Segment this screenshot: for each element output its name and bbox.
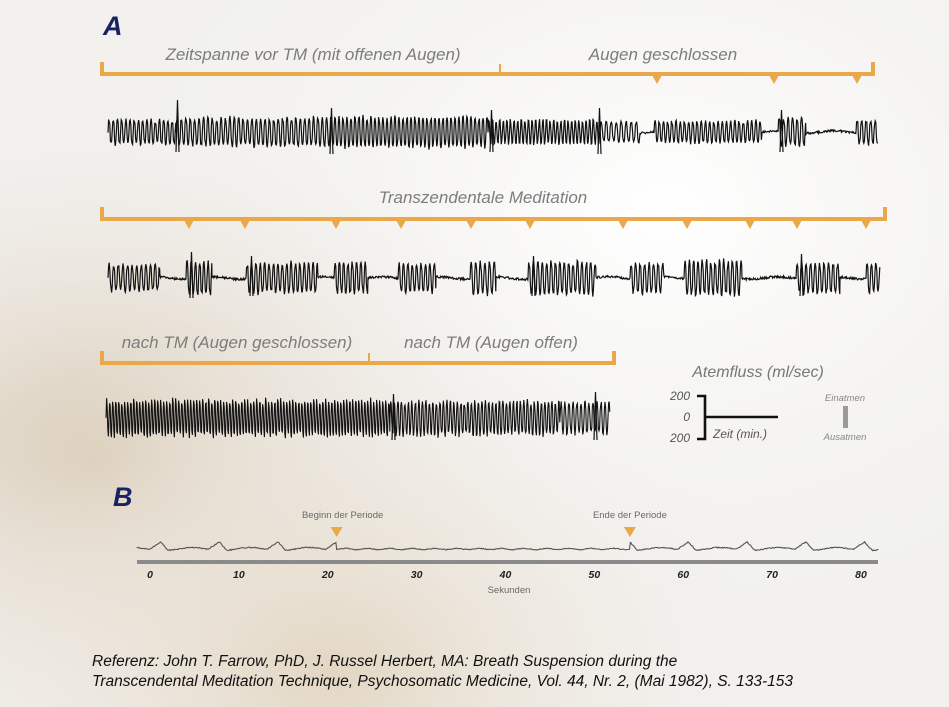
panel-b-chart: 0 10 20 30 40 50 60 70 80 Sekunden Beginn der Pe… <box>136 510 879 596</box>
event-marker <box>852 75 862 84</box>
trace-spike <box>175 99 180 153</box>
x-tick-label: 70 <box>766 569 778 581</box>
reference-citation: Referenz: John T. Farrow, PhD, J. Russel… <box>92 652 942 692</box>
reference-line-2: Transcendental Meditation Technique, Psy… <box>92 673 794 690</box>
trace-spike <box>489 109 494 153</box>
row2-breath-trace <box>107 258 881 298</box>
trace-spike <box>391 393 396 441</box>
event-marker <box>792 220 802 229</box>
event-marker <box>652 75 662 84</box>
row2-bracket <box>100 207 887 229</box>
event-marker <box>682 220 692 229</box>
x-tick-label: 30 <box>411 569 423 581</box>
trace-spike <box>779 109 784 153</box>
annotation-end-label: Ende der Periode <box>593 510 667 521</box>
legend-title: Atemfluss (ml/sec) <box>691 364 824 381</box>
x-tick-label: 0 <box>147 569 153 581</box>
trace-spike <box>597 107 602 155</box>
annotation-end-marker <box>623 527 636 537</box>
x-tick-label: 60 <box>677 569 689 581</box>
annotation-start-label: Beginn der Periode <box>302 510 383 521</box>
legend-value-bottom: 200 <box>669 431 690 445</box>
legend-value-zero: 0 <box>683 410 690 424</box>
x-tick-label: 20 <box>321 569 334 581</box>
legend-inhale-label: Einatmen <box>825 393 865 404</box>
trace-spike <box>189 251 194 299</box>
legend-exhale-label: Ausatmen <box>823 432 867 443</box>
event-marker <box>769 75 779 84</box>
event-marker <box>466 220 476 229</box>
x-tick-label: 10 <box>233 569 245 581</box>
row3-breath-trace <box>105 397 611 439</box>
row2-segment-label: Transzendentale Meditation <box>379 188 588 207</box>
trace-spike <box>593 391 598 441</box>
trace-spike <box>249 255 254 297</box>
event-marker <box>331 220 341 229</box>
row1-segment-label-2: Augen geschlossen <box>588 45 737 64</box>
trace-spike <box>329 107 334 155</box>
event-marker <box>525 220 535 229</box>
row3-segment-label-1: nach TM (Augen geschlossen) <box>122 333 353 352</box>
row1-bracket <box>100 62 875 84</box>
event-marker <box>396 220 406 229</box>
event-marker <box>745 220 755 229</box>
trace-spike <box>531 255 536 297</box>
trace-spike <box>799 253 804 297</box>
panel-b-letter: B <box>113 482 133 512</box>
legend-direction-bar <box>843 406 848 428</box>
panel-b-xlabel: Sekunden <box>488 585 531 596</box>
x-tick-label: 40 <box>499 569 512 581</box>
reference-line-1: Referenz: John T. Farrow, PhD, J. Russel… <box>92 653 678 670</box>
row3-segment-label-2: nach TM (Augen offen) <box>404 333 578 352</box>
event-marker <box>240 220 250 229</box>
event-marker <box>861 220 871 229</box>
legend-time-label: Zeit (min.) <box>712 427 767 441</box>
panel-b-time-axis <box>137 560 878 564</box>
legend-scale-bracket <box>697 394 707 441</box>
row1-segment-label-1: Zeitspanne vor TM (mit offenen Augen) <box>164 45 460 64</box>
row3-bracket <box>100 351 616 365</box>
x-tick-label: 50 <box>589 569 601 581</box>
x-tick-label: 80 <box>855 569 867 581</box>
legend-value-top: 200 <box>669 389 690 403</box>
event-marker <box>618 220 628 229</box>
flow-legend: Atemfluss (ml/sec) 200 0 200 Zeit (min.)… <box>669 364 866 445</box>
row1-breath-trace <box>107 114 879 150</box>
panel-a-letter: A <box>102 11 123 41</box>
panel-b-breath-trace <box>136 540 879 552</box>
event-marker <box>184 220 194 229</box>
annotation-start-marker <box>330 527 343 537</box>
